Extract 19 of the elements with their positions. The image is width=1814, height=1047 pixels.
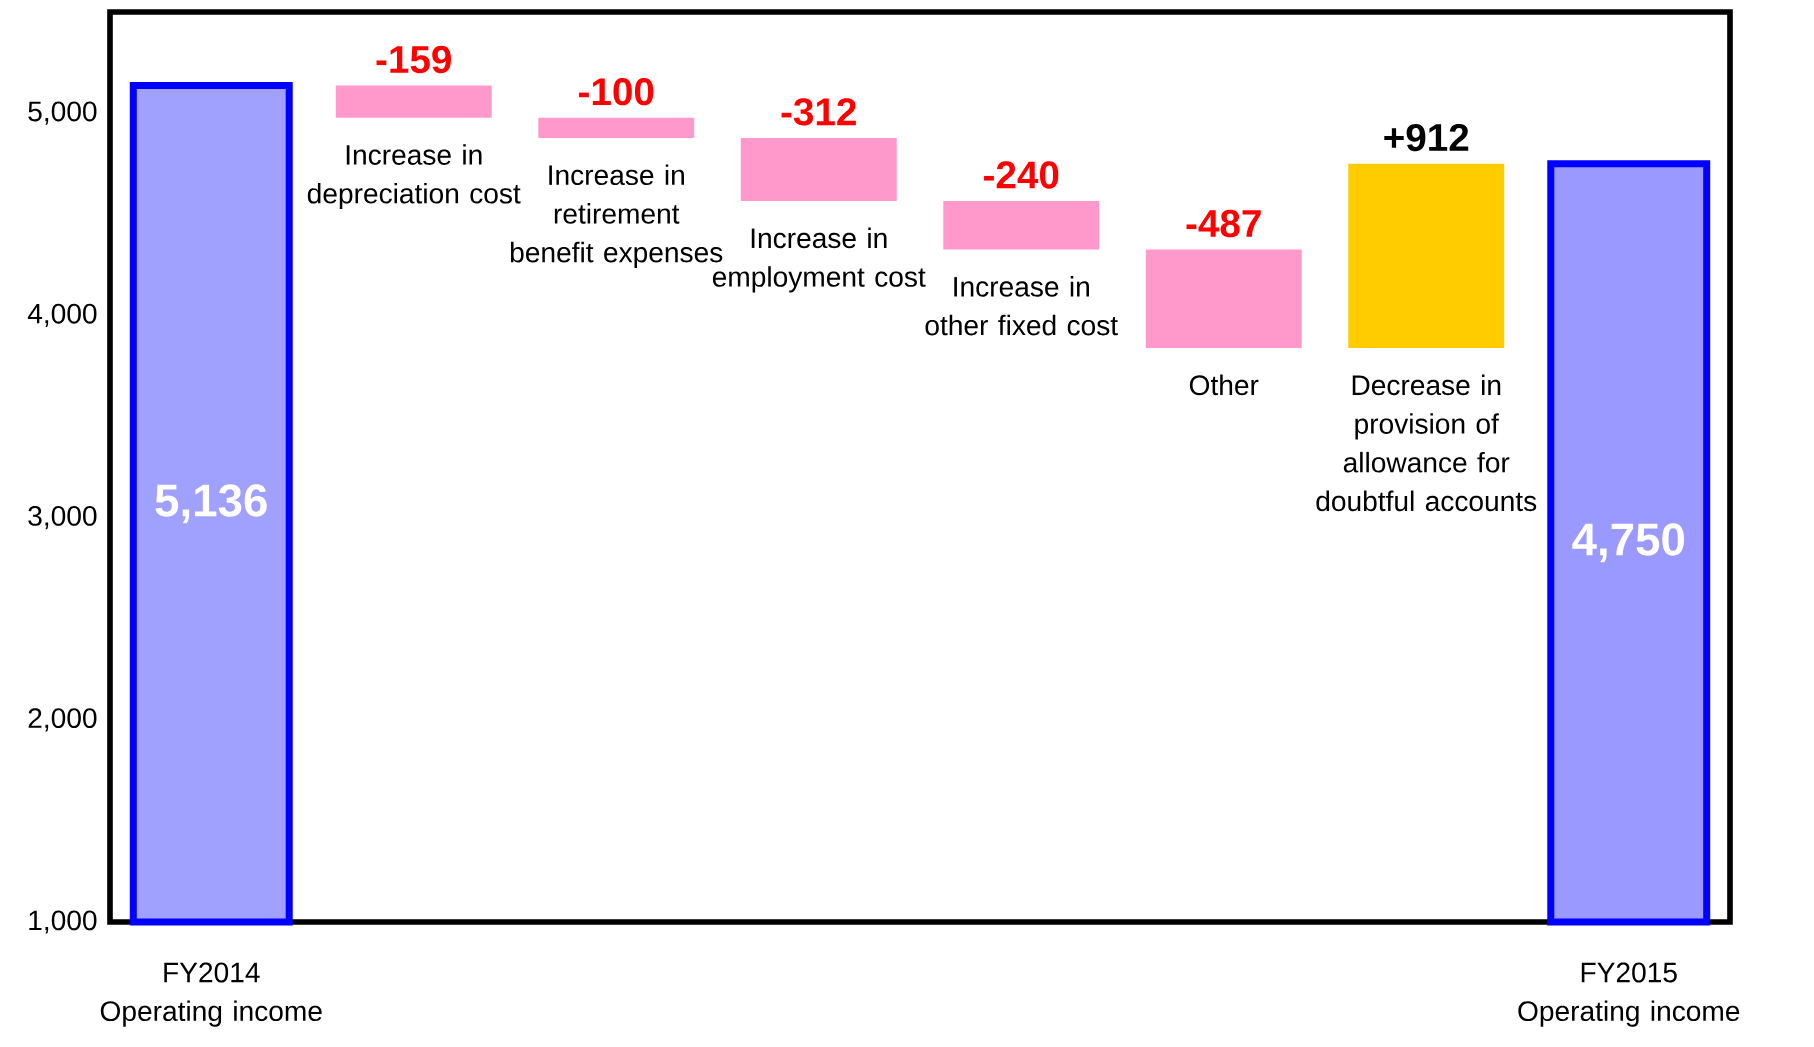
data-label: 5,136 [155,484,267,524]
y-tick-label: 4,000 [27,303,97,327]
data-label: 4,750 [1572,523,1685,563]
x-tick-label: Increase in other fixed cost [925,276,1118,336]
data-label: -159 [376,45,451,74]
x-tick-label: Decrease in provision of allowance for doubtful accounts [1316,374,1537,512]
x-tick-label: Increase in depreciation cost [307,144,521,210]
data-label: -100 [579,78,654,106]
x-tick-label: Other [1189,374,1259,396]
y-tick-label: 5,000 [28,101,97,125]
x-tick-label: FY2015 Operating income [1518,962,1740,1027]
data-label: -240 [984,161,1059,189]
data-label: -312 [781,98,856,126]
y-tick-label: 2,000 [28,708,97,732]
data-label: +912 [1384,123,1469,152]
data-label: -487 [1186,209,1261,238]
y-tick-label: 1,000 [29,910,97,934]
y-tick-label: 3,000 [28,505,97,530]
x-tick-label: FY2014 Operating income [100,962,322,1027]
